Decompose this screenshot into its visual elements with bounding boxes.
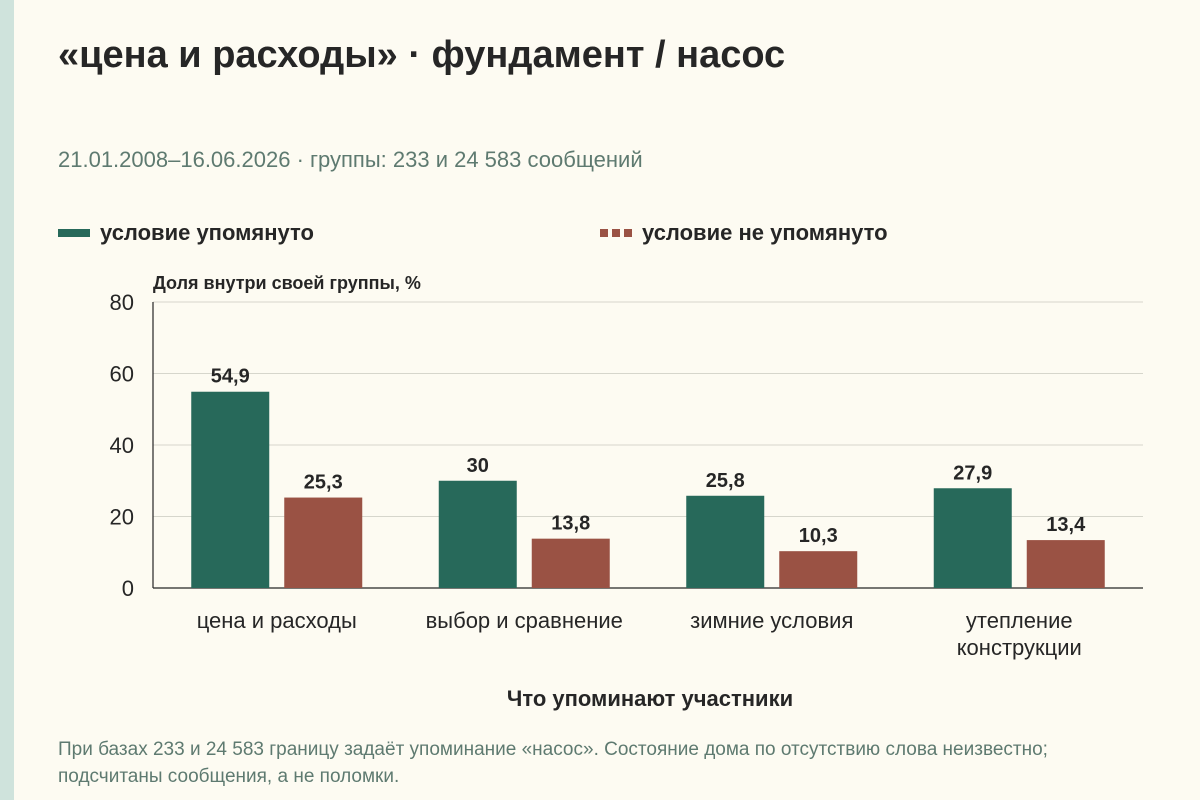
y-tick-label: 40 <box>110 433 134 458</box>
y-axis-label: Доля внутри своей группы, % <box>153 273 421 293</box>
bar <box>531 538 610 588</box>
chart-subtitle: 21.01.2008–16.06.2026 · группы: 233 и 24… <box>58 147 643 172</box>
legend-label-not-mentioned: условие не упомянуто <box>642 220 888 245</box>
bar <box>1026 540 1105 588</box>
data-label: 25,3 <box>304 472 343 494</box>
x-tick-label: зимние условия <box>690 608 853 633</box>
data-label: 13,8 <box>551 513 590 535</box>
x-tick-label: выбор и сравнение <box>426 608 623 633</box>
bar <box>779 551 858 588</box>
bar <box>933 488 1012 588</box>
bar <box>438 480 517 588</box>
left-accent-stripe <box>0 0 14 800</box>
data-label: 54,9 <box>211 366 250 388</box>
data-label: 30 <box>467 455 489 477</box>
y-tick-label: 0 <box>122 576 134 601</box>
legend-item-mentioned: условие упомянуто <box>58 219 314 247</box>
chart-title: «цена и расходы» · фундамент / насос <box>58 34 786 76</box>
x-axis-label: Что упоминают участники <box>506 686 794 711</box>
data-label: 13,4 <box>1046 514 1086 536</box>
y-tick-label: 20 <box>110 505 134 530</box>
legend-swatch-solid <box>58 229 90 237</box>
y-tick-label: 60 <box>110 362 134 387</box>
data-label: 27,9 <box>953 462 992 484</box>
data-label: 25,8 <box>706 470 745 492</box>
footnote: При базах 233 и 24 583 границу задаёт уп… <box>58 739 1048 787</box>
x-tick-label: утепление <box>966 608 1073 633</box>
legend-swatch-dashed <box>600 229 632 237</box>
legend-label-mentioned: условие упомянуто <box>100 220 314 245</box>
bar <box>686 495 765 588</box>
bar <box>284 497 363 588</box>
legend-item-not-mentioned: условие не упомянуто <box>600 219 888 247</box>
bar <box>191 391 270 588</box>
data-label: 10,3 <box>799 525 838 547</box>
y-tick-label: 80 <box>110 290 134 315</box>
x-tick-label: цена и расходы <box>197 608 357 633</box>
x-tick-label: конструкции <box>957 635 1082 660</box>
